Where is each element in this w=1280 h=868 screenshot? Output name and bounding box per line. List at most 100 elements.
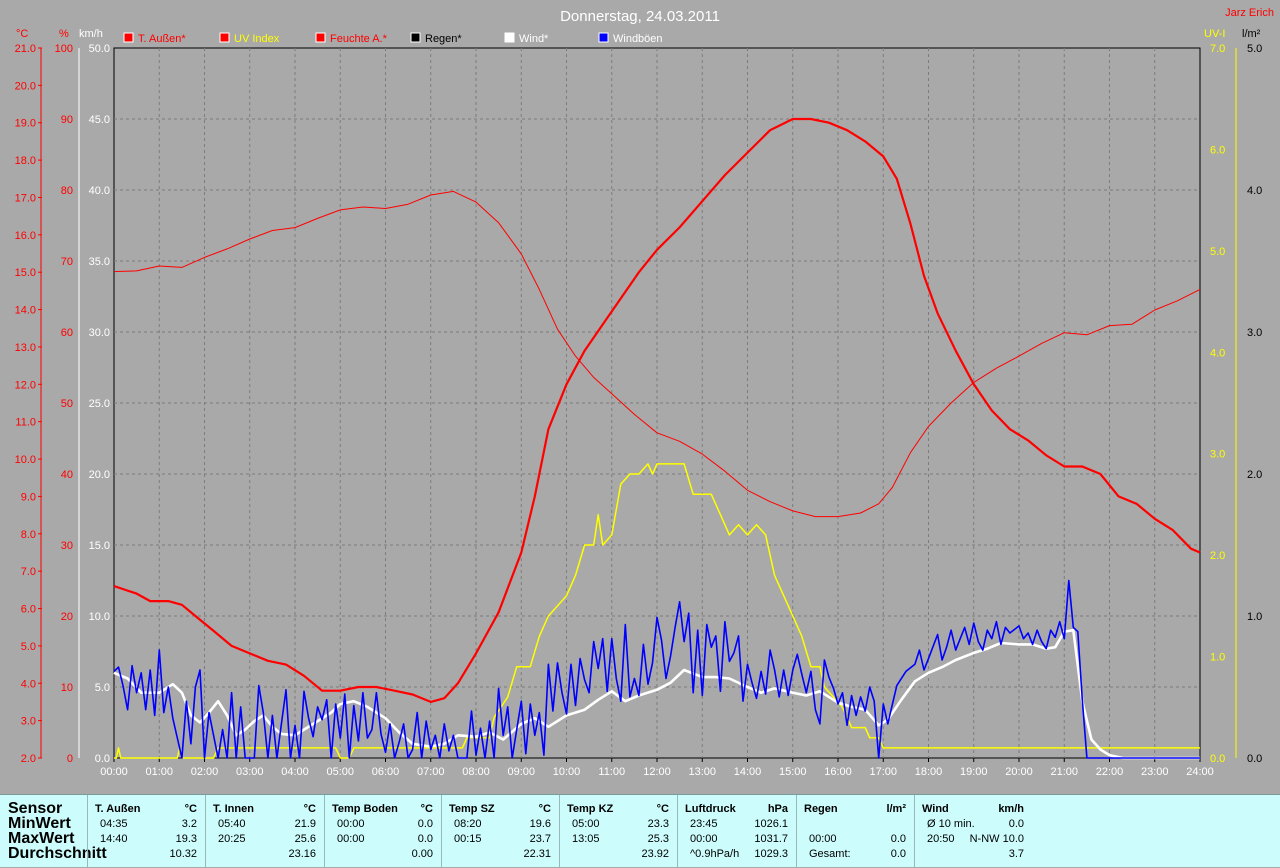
- chart-axes: 2.0 3.0 4.0 5.0 6.0 7.0 8.0 9.0 10.0 11.0 12.0 13.0…: [15, 43, 1263, 778]
- time-tick-label: 02:00: [191, 766, 219, 778]
- humidity-tick-label: 90: [61, 114, 73, 126]
- stats-sensor-name: T. Außen: [95, 803, 141, 815]
- stats-time: 05:40: [218, 818, 246, 830]
- time-tick-label: 00:00: [100, 766, 128, 778]
- humidity-tick-label: 60: [61, 327, 73, 339]
- humidity-tick-label: 30: [61, 540, 73, 552]
- temp-unit-label: °C: [16, 28, 28, 40]
- series-line-wind: [113, 628, 1200, 760]
- stats-section-t-innen: T. Innen °C 05:40 21.9 20:25 25.6 23.16: [205, 795, 324, 868]
- chart-title: Donnerstag, 24.03.2011: [560, 8, 720, 25]
- uv-unit-label: UV-I: [1204, 28, 1225, 40]
- stats-value: 25.6: [294, 833, 316, 845]
- stats-sensor-name: Temp KZ: [567, 803, 614, 815]
- chart-legend: T. Außen* UV Index Feuchte A.* Regen* Wind* W…: [123, 32, 663, 45]
- row-label-min: MinWert: [8, 815, 71, 832]
- humidity-tick-label: 80: [61, 185, 73, 197]
- wind-tick-label: 45.0: [89, 114, 110, 126]
- time-tick-label: 21:00: [1050, 766, 1078, 778]
- chart-series: [113, 117, 1201, 760]
- humidity-tick-label: 70: [61, 256, 73, 268]
- time-tick-label: 19:00: [960, 766, 988, 778]
- stats-section-temp-kz: Temp KZ °C 05:00 23.3 13:05 25.3 23.92: [559, 795, 677, 868]
- legend-swatch: [219, 32, 230, 43]
- legend-swatch: [410, 32, 421, 43]
- legend-label: Regen*: [425, 33, 462, 45]
- stats-value: 0.0: [890, 848, 906, 860]
- stats-unit: °C: [538, 803, 551, 815]
- stats-value: N-NW 10.0: [969, 833, 1024, 845]
- time-tick-label: 24:00: [1186, 766, 1214, 778]
- rain-tick-label: 1.0: [1247, 611, 1262, 623]
- stats-time: 14:40: [100, 833, 128, 845]
- rain-tick-label: 0.0: [1247, 753, 1262, 765]
- series-line-feuchte-a: [113, 190, 1201, 518]
- stats-time: 00:00: [690, 833, 718, 845]
- stats-time: 20:25: [218, 833, 246, 845]
- time-tick-label: 07:00: [417, 766, 445, 778]
- stats-time: Gesamt:: [809, 848, 851, 860]
- time-tick-label: 08:00: [462, 766, 490, 778]
- stats-value: 23.7: [529, 833, 551, 845]
- wind-tick-label: 30.0: [89, 327, 110, 339]
- legend-label: Windböen: [613, 33, 663, 45]
- stats-value: 21.9: [294, 818, 316, 830]
- time-tick-label: 15:00: [779, 766, 807, 778]
- stats-unit: °C: [184, 803, 197, 815]
- stats-value: 23.16: [288, 848, 316, 860]
- temp-tick-label: 15.0: [15, 267, 36, 279]
- stats-unit: °C: [656, 803, 669, 815]
- stats-value: 1031.7: [754, 833, 788, 845]
- stats-time: 00:15: [454, 833, 482, 845]
- stats-section-luftdruck: Luftdruck hPa 23:45 1026.1 00:00 1031.7 ^0.9hP…: [677, 795, 796, 868]
- humidity-tick-label: 50: [61, 398, 73, 410]
- stats-time: 08:20: [454, 818, 482, 830]
- uv-tick-label: 0.0: [1210, 753, 1225, 765]
- rain-tick-label: 3.0: [1247, 327, 1262, 339]
- time-tick-label: 14:00: [734, 766, 762, 778]
- wind-tick-label: 20.0: [89, 469, 110, 481]
- stats-value: 1026.1: [754, 818, 788, 830]
- stats-time: Ø 10 min.: [927, 818, 975, 830]
- humidity-unit-label: %: [59, 28, 69, 40]
- humidity-tick-label: 40: [61, 469, 73, 481]
- stats-sensor-name: Temp Boden: [332, 803, 398, 815]
- wind-tick-label: 10.0: [89, 611, 110, 623]
- stats-unit: °C: [303, 803, 316, 815]
- stats-section-temp-boden: Temp Boden °C 00:00 0.0 00:00 0.0 0.00: [324, 795, 441, 868]
- time-tick-label: 09:00: [507, 766, 535, 778]
- humidity-tick-label: 0: [67, 753, 73, 765]
- legend-label: Wind*: [519, 33, 549, 45]
- stats-time: ^0.9hPa/h: [690, 848, 740, 860]
- stats-section-t-au-en: T. Außen °C 04:35 3.2 14:40 19.3 10.32: [87, 795, 205, 868]
- uv-tick-label: 1.0: [1210, 652, 1225, 664]
- legend-label: T. Außen*: [138, 33, 186, 45]
- legend-swatch: [123, 32, 134, 43]
- wind-tick-label: 15.0: [89, 540, 110, 552]
- stats-value: 19.3: [175, 833, 197, 845]
- time-tick-label: 17:00: [869, 766, 897, 778]
- legend-swatch: [315, 32, 326, 43]
- wind-tick-label: 25.0: [89, 398, 110, 410]
- stats-value: 0.0: [1008, 818, 1024, 830]
- uv-tick-label: 4.0: [1210, 347, 1225, 359]
- stats-time: 23:45: [690, 818, 718, 830]
- uv-tick-label: 3.0: [1210, 449, 1225, 461]
- time-tick-label: 16:00: [824, 766, 852, 778]
- stats-value: 0.00: [411, 848, 433, 860]
- series-line-windb-en: [113, 579, 1200, 759]
- time-tick-label: 11:00: [598, 766, 625, 778]
- time-tick-label: 23:00: [1141, 766, 1169, 778]
- rain-tick-label: 2.0: [1247, 469, 1262, 481]
- legend-label: Feuchte A.*: [330, 33, 388, 45]
- stats-value: 0.0: [417, 833, 433, 845]
- temp-tick-label: 4.0: [21, 678, 36, 690]
- stats-unit: l/m²: [886, 803, 906, 815]
- stats-sensor-name: Luftdruck: [685, 803, 736, 815]
- temp-tick-label: 17.0: [15, 192, 36, 204]
- time-tick-label: 22:00: [1096, 766, 1124, 778]
- temp-tick-label: 21.0: [15, 43, 36, 55]
- temp-tick-label: 7.0: [21, 566, 36, 578]
- wind-unit-label: km/h: [79, 28, 103, 40]
- stats-value: 0.0: [417, 818, 433, 830]
